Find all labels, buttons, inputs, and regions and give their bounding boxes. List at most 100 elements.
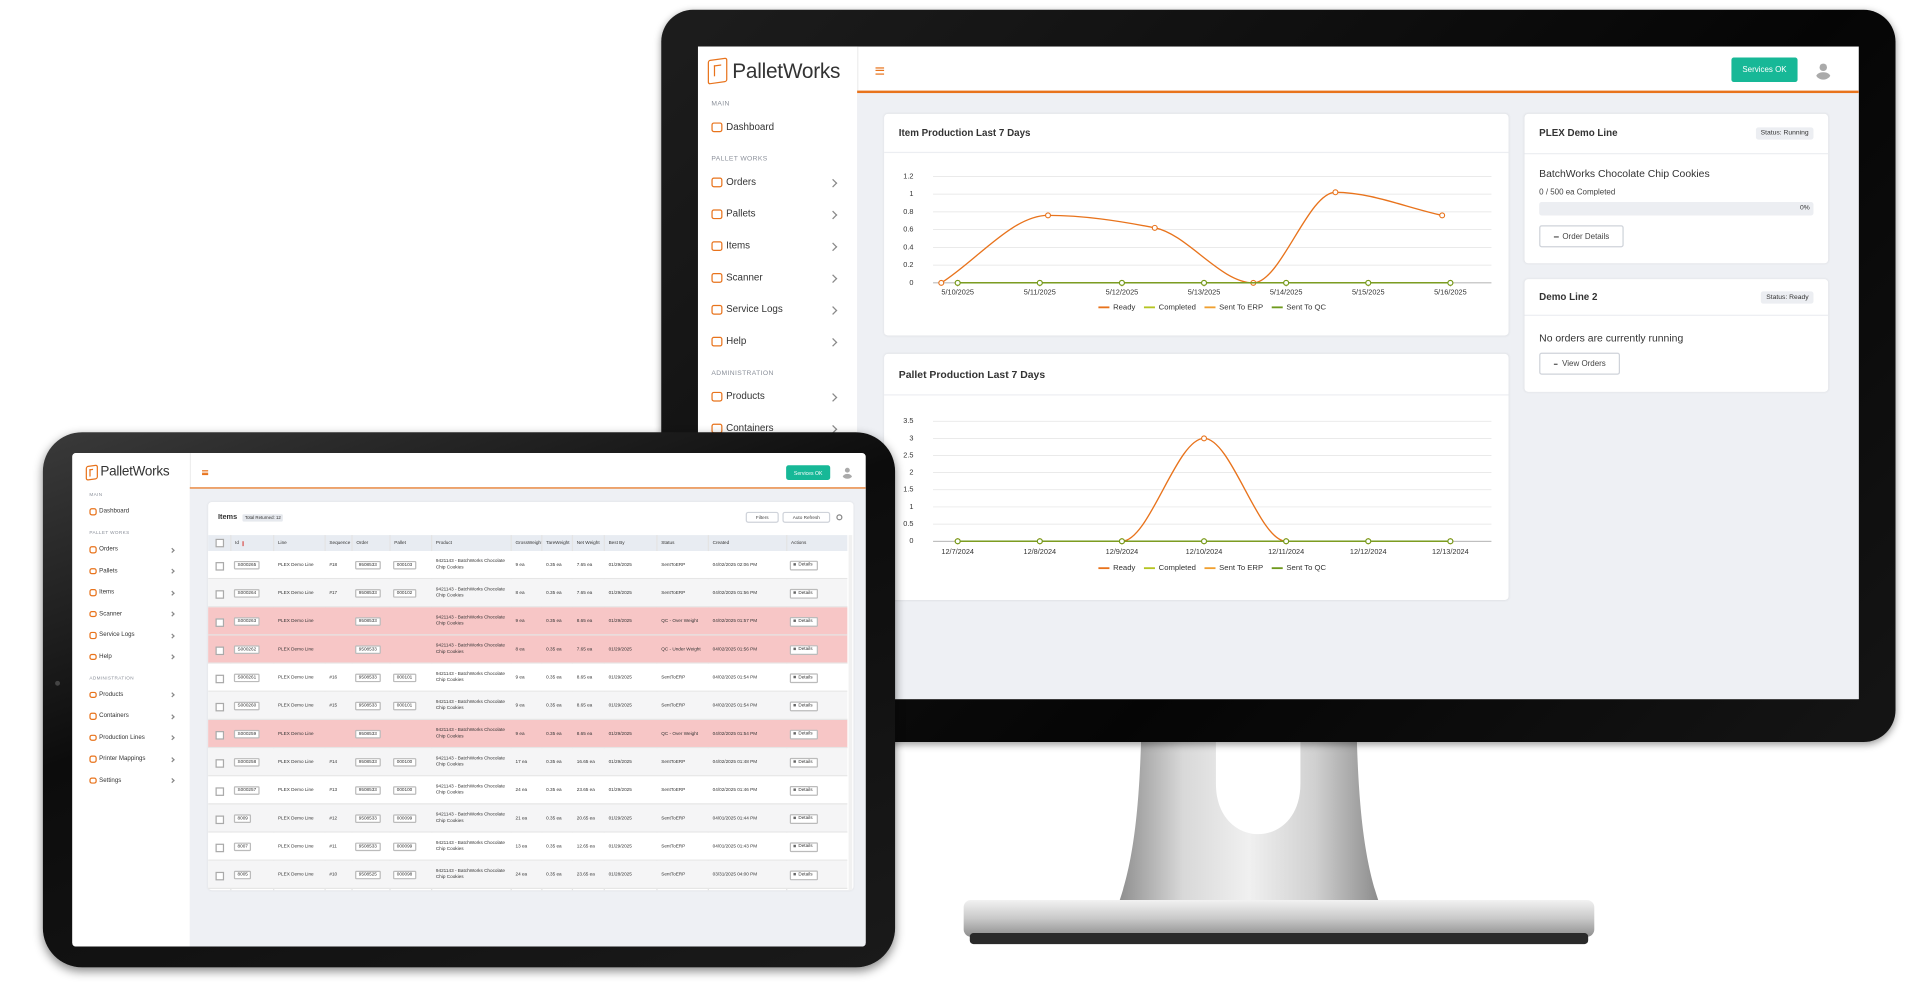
button-arrow [1553, 363, 1559, 365]
help-icon[interactable] [836, 514, 843, 521]
nav-item[interactable]: Products [99, 690, 124, 698]
details-button[interactable]: Details [789, 785, 818, 796]
row-checkbox[interactable] [215, 759, 225, 768]
cell-box: 9508533 [355, 588, 381, 599]
status-button[interactable]: Services OK [786, 465, 831, 481]
nav-item[interactable]: Pallets [726, 208, 756, 220]
x-tick-label: 5/14/2025 [1270, 288, 1303, 297]
nav-item[interactable]: Help [726, 335, 747, 347]
cell-box: S000265 [233, 560, 260, 570]
details-button[interactable]: Details [789, 588, 818, 599]
cell-box: S000264 [233, 588, 260, 599]
column-header[interactable]: Product [435, 539, 452, 545]
nav-icon [711, 304, 723, 316]
nav-item[interactable]: Scanner [99, 609, 122, 618]
nav-item[interactable]: Scanner [726, 271, 763, 283]
logo-mark [713, 63, 721, 78]
y-tick-label: 0 [909, 278, 913, 287]
nav-item[interactable]: Service Logs [99, 631, 135, 639]
column-header[interactable]: Pallet [394, 539, 406, 545]
column-header[interactable]: Created [712, 539, 730, 545]
column-header[interactable]: Id [235, 539, 239, 545]
nav-item[interactable]: Settings [99, 776, 122, 784]
table-cell: SentToERP [661, 702, 686, 708]
row-checkbox[interactable] [215, 787, 225, 796]
column-header[interactable]: Line [277, 539, 287, 545]
table-cell: PLEX Demo Line [277, 843, 314, 849]
nav-icon [89, 755, 97, 763]
table-cell: 04/02/2025 01:54 PM [712, 674, 758, 680]
data-point [1332, 189, 1339, 196]
nav-item[interactable]: Orders [99, 545, 118, 553]
cell-box: 000099 [393, 813, 416, 824]
cell-box: S000261 [233, 672, 260, 683]
column-header[interactable]: Order [356, 539, 369, 545]
column-header[interactable]: GrossWeight [515, 539, 543, 545]
row-checkbox[interactable] [215, 702, 225, 712]
avatar[interactable] [841, 467, 853, 479]
column-header[interactable]: Best By [608, 539, 625, 545]
table-cell: 9421143 - BatchWorks Chocolate Chip Cook… [435, 642, 506, 655]
column-header[interactable]: Sequence [329, 539, 351, 545]
details-button[interactable]: Details [789, 616, 818, 627]
details-button[interactable]: Details [789, 757, 818, 768]
row-checkbox[interactable] [215, 538, 225, 548]
button[interactable]: View Orders [1539, 352, 1621, 375]
toolbar-button[interactable]: Filters [745, 511, 779, 523]
nav-item[interactable]: Items [99, 588, 115, 596]
status-button[interactable]: Services OK [1731, 57, 1798, 83]
toolbar-button[interactable]: Auto Refresh [782, 511, 831, 523]
sidebar-heading: PALLET WORKS [89, 530, 130, 536]
row-checkbox[interactable] [215, 618, 225, 627]
cell-box: 000102 [393, 588, 416, 599]
row-checkbox[interactable] [215, 562, 225, 571]
table-cell: 20.65 ea [576, 815, 595, 820]
chart: 0 0.5 1 1.5 2 2.5 3 3.5 12/7/2024 12/8/2024 12/9/2… [903, 416, 1492, 572]
nav-item[interactable]: Service Logs [726, 303, 783, 315]
row-checkbox[interactable] [215, 871, 225, 881]
nav-item[interactable]: Products [726, 390, 765, 402]
nav-item[interactable]: Production Lines [99, 733, 145, 741]
nav-item[interactable]: Containers [726, 422, 774, 434]
column-header[interactable]: TareWeight [546, 539, 570, 545]
details-button[interactable]: Details [789, 729, 818, 740]
hamburger[interactable] [875, 66, 885, 76]
details-button[interactable]: Details [789, 560, 818, 571]
details-button[interactable]: Details [789, 869, 818, 880]
nav-item[interactable]: Items [726, 240, 751, 252]
nav-icon [711, 240, 723, 252]
row-checkbox[interactable] [215, 646, 225, 656]
column-header[interactable]: Status [661, 539, 675, 545]
details-button[interactable]: Details [789, 644, 818, 655]
nav-item[interactable]: Printer Mappings [99, 754, 146, 763]
column-header[interactable]: Net Weight [576, 539, 600, 545]
column-header[interactable]: Actions [791, 539, 807, 545]
details-button[interactable]: Details [789, 700, 818, 711]
details-button[interactable]: Details [789, 672, 818, 683]
details-button[interactable]: Details [789, 841, 818, 852]
nav-item[interactable]: Help [99, 652, 112, 661]
table-cell: 9 ea [515, 674, 525, 680]
nav-item[interactable]: Dashboard [726, 121, 775, 133]
row-checkbox[interactable] [215, 731, 225, 740]
row-checkbox[interactable] [215, 843, 225, 853]
row-checkbox[interactable] [215, 674, 225, 684]
nav-item[interactable]: Pallets [99, 566, 118, 575]
table-cell: PLEX Demo Line [277, 871, 314, 877]
table-cell: 9421143 - BatchWorks Chocolate Chip Cook… [435, 811, 506, 824]
nav-item[interactable]: Containers [99, 712, 129, 720]
table-cell: PLEX Demo Line [277, 646, 314, 651]
table-cell: PLEX Demo Line [277, 702, 314, 708]
row-checkbox[interactable] [215, 590, 225, 599]
card-divider [1524, 314, 1829, 316]
details-button[interactable]: Details [789, 813, 818, 824]
stand-cutout [1215, 734, 1301, 835]
button[interactable]: Order Details [1539, 225, 1624, 248]
avatar[interactable] [1815, 62, 1832, 80]
nav-item[interactable]: Orders [726, 176, 757, 188]
table-cell: SentToERP [661, 561, 686, 567]
row-checkbox[interactable] [215, 815, 225, 825]
hamburger[interactable] [202, 469, 208, 476]
chart-title: Pallet Production Last 7 Days [898, 368, 1046, 381]
nav-item[interactable]: Dashboard [99, 507, 130, 515]
